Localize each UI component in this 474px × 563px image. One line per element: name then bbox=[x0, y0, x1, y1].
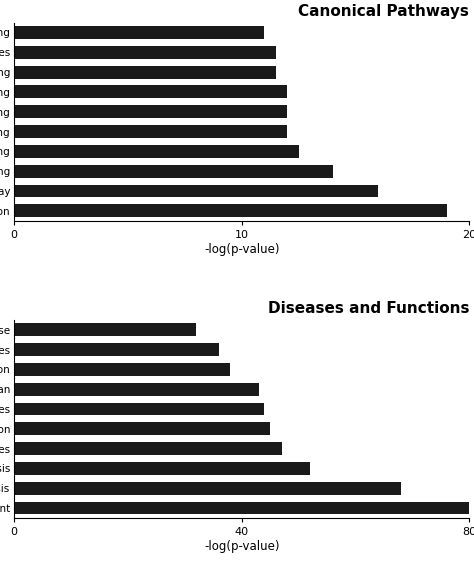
Bar bbox=[14, 26, 264, 39]
Bar bbox=[14, 363, 230, 376]
Bar bbox=[14, 204, 447, 217]
Bar bbox=[14, 125, 287, 138]
Bar bbox=[14, 86, 287, 99]
X-axis label: -log(p-value): -log(p-value) bbox=[204, 540, 280, 553]
Bar bbox=[14, 442, 282, 455]
Text: Diseases and Functions: Diseases and Functions bbox=[268, 301, 469, 316]
Bar bbox=[14, 502, 469, 515]
Bar bbox=[14, 462, 310, 475]
Bar bbox=[14, 343, 219, 356]
Bar bbox=[14, 165, 333, 177]
Bar bbox=[14, 105, 287, 118]
Bar bbox=[14, 145, 299, 158]
Bar bbox=[14, 403, 264, 415]
Bar bbox=[14, 46, 276, 59]
Bar bbox=[14, 66, 276, 78]
Bar bbox=[14, 482, 401, 495]
Bar bbox=[14, 185, 378, 198]
Bar bbox=[14, 422, 270, 435]
X-axis label: -log(p-value): -log(p-value) bbox=[204, 243, 280, 256]
Bar bbox=[14, 323, 196, 336]
Bar bbox=[14, 383, 259, 396]
Text: Canonical Pathways: Canonical Pathways bbox=[299, 3, 469, 19]
